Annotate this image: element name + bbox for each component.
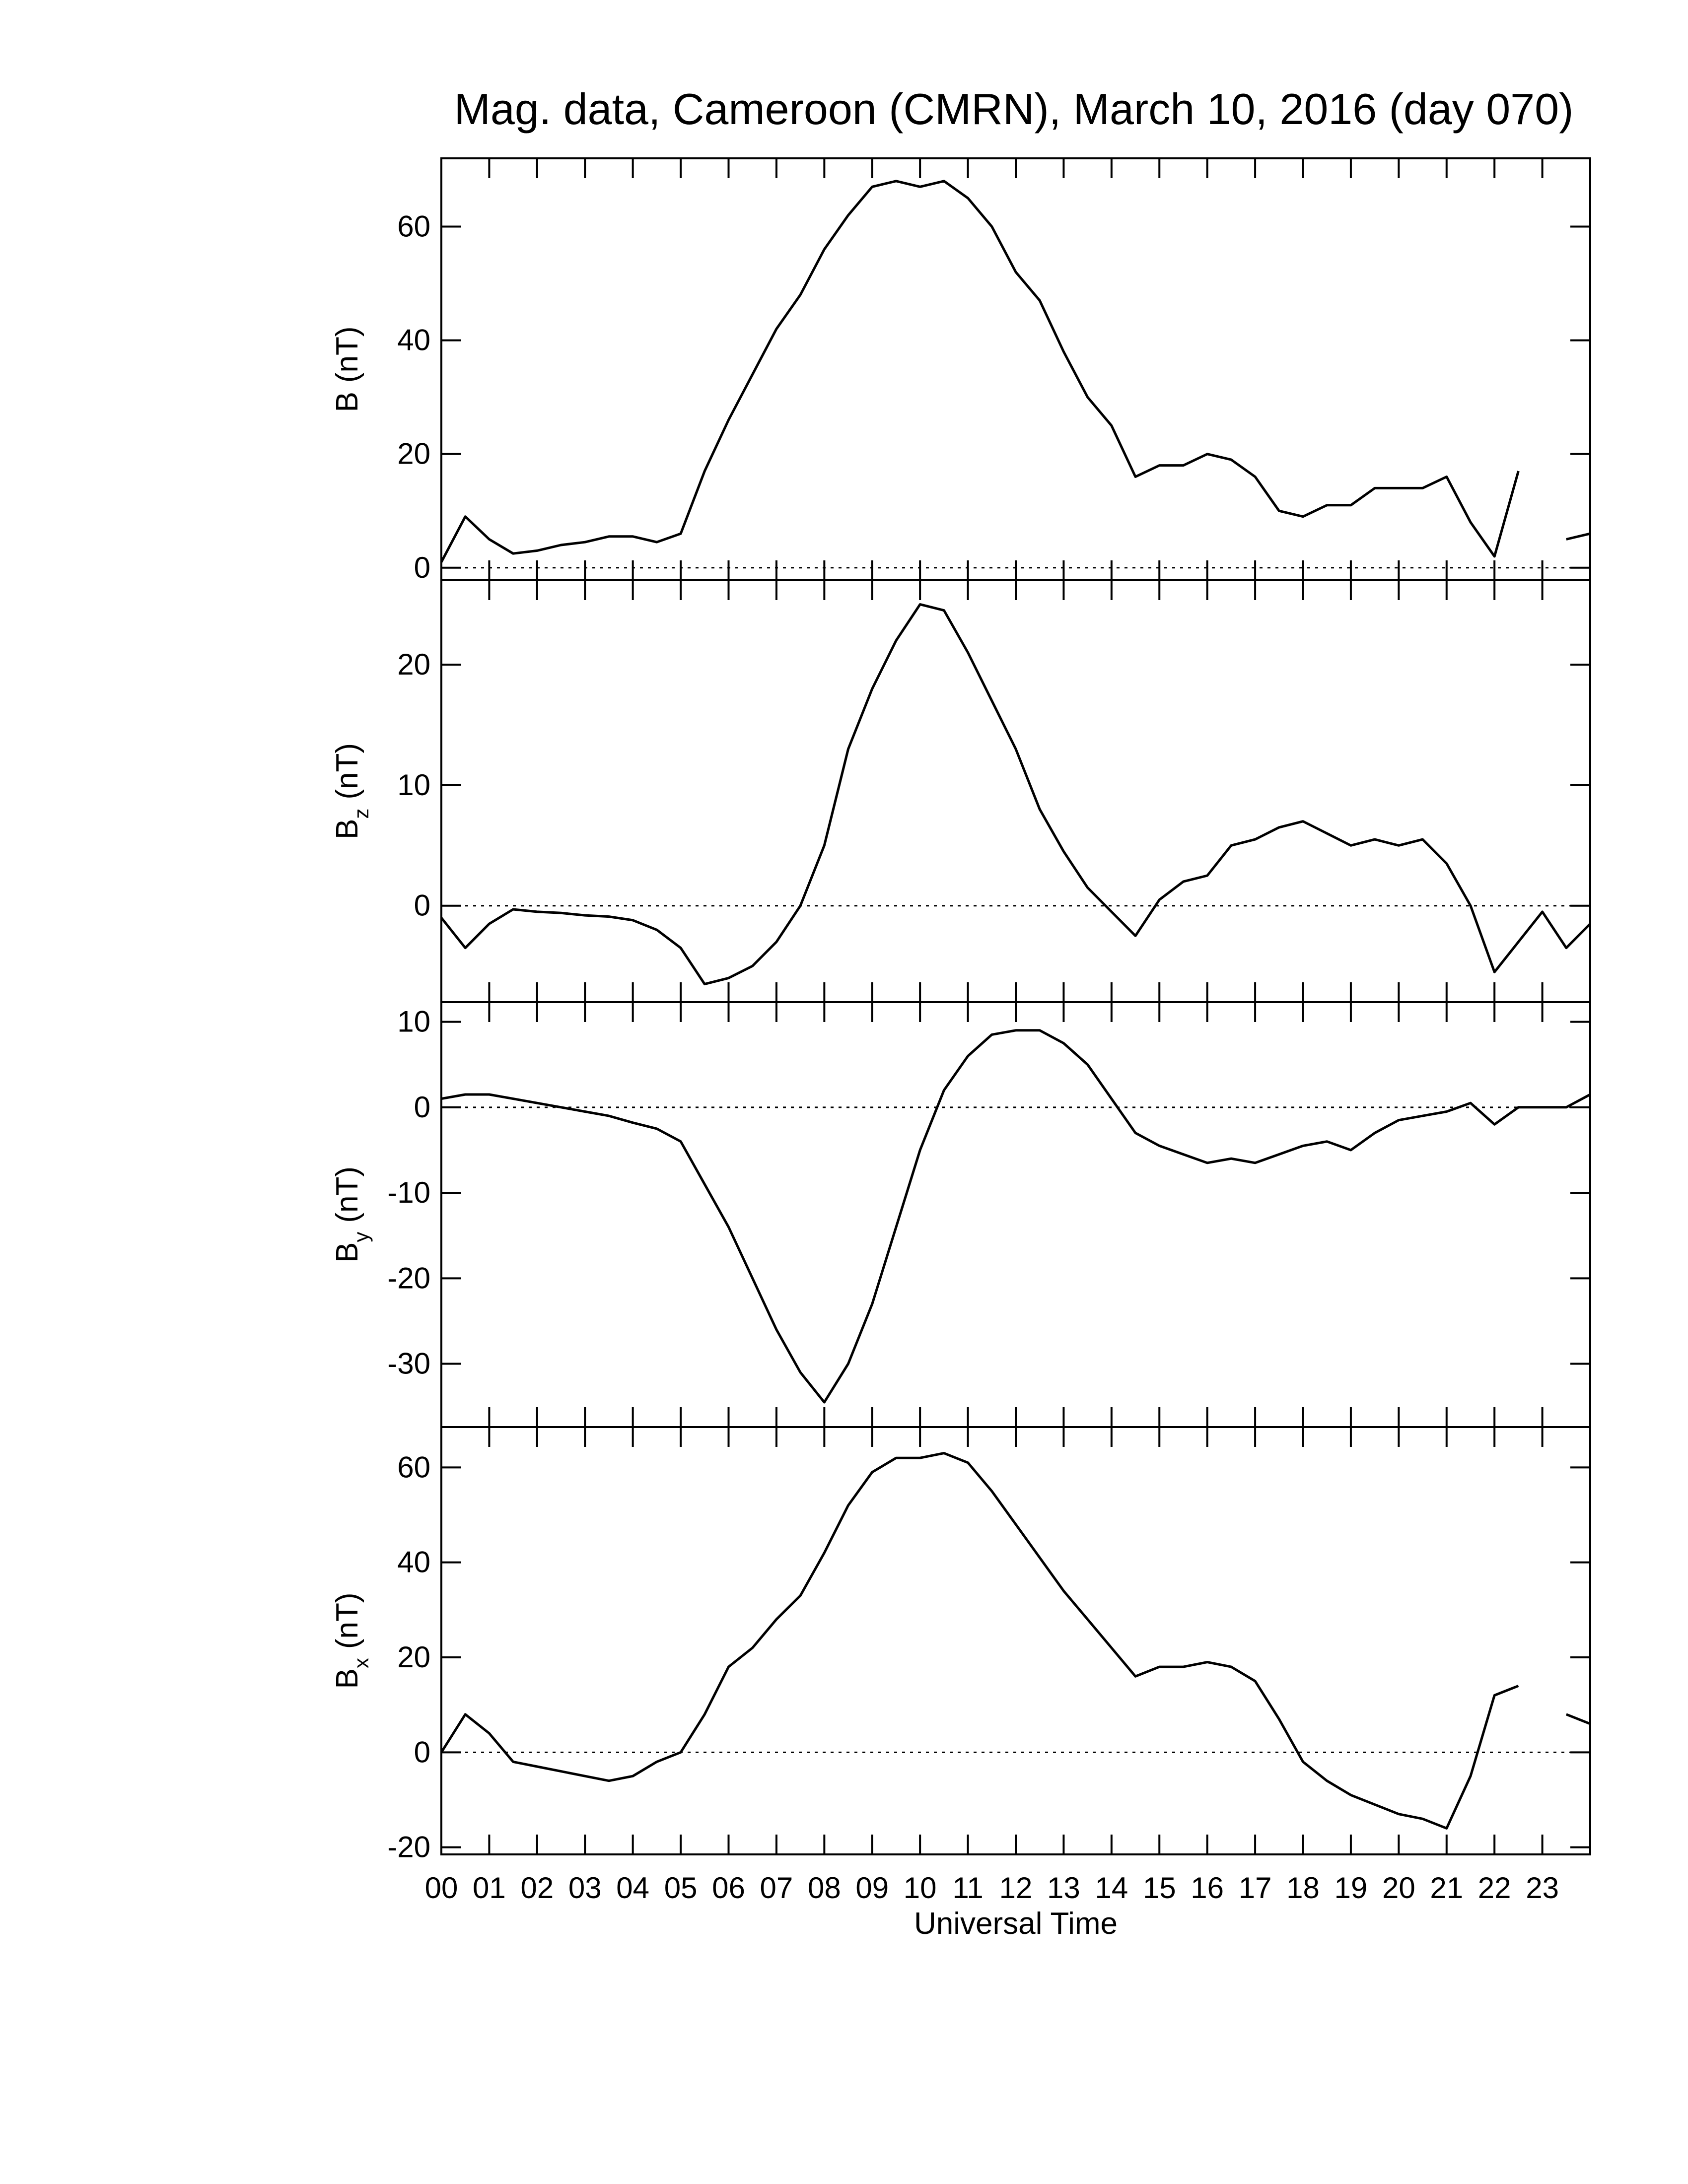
x-tick-label: 15 <box>1143 1871 1176 1905</box>
y-tick-label: 60 <box>397 209 430 243</box>
x-tick-label: 08 <box>808 1871 841 1905</box>
x-tick-label: 06 <box>712 1871 745 1905</box>
y-axis-label-unit: (nT) <box>330 326 364 383</box>
y-axis-label-unit: (nT) <box>330 743 364 800</box>
data-line <box>440 180 1591 563</box>
data-line <box>440 1452 1591 1830</box>
x-tick-label: 14 <box>1095 1871 1128 1905</box>
y-axis-label-unit: (nT) <box>330 1166 364 1223</box>
y-tick-label: 20 <box>397 1640 430 1674</box>
y-tick-label: -20 <box>387 1261 430 1295</box>
x-tick-label: 02 <box>520 1871 554 1905</box>
y-axis-label-subscript: z <box>350 809 373 819</box>
y-axis-label-subscript: y <box>350 1232 373 1242</box>
x-axis-label: Universal Time <box>914 1907 1118 1941</box>
y-tick-label: 20 <box>397 648 430 681</box>
y-tick-label: -10 <box>387 1176 430 1209</box>
y-tick-label: 10 <box>397 1005 430 1038</box>
x-tick-label: 22 <box>1478 1871 1511 1905</box>
x-tick-label: 12 <box>999 1871 1033 1905</box>
y-tick-label: 20 <box>397 437 430 471</box>
x-tick-label: 00 <box>425 1871 458 1905</box>
x-tick-label: 07 <box>760 1871 793 1905</box>
y-tick-label: 10 <box>397 768 430 802</box>
x-tick-label: 16 <box>1191 1871 1224 1905</box>
data-line <box>441 1029 1591 1404</box>
x-tick-label: 03 <box>568 1871 602 1905</box>
x-tick-label: 04 <box>616 1871 649 1905</box>
y-tick-label: -30 <box>387 1347 430 1380</box>
data-line <box>440 603 1591 986</box>
x-tick-label: 20 <box>1382 1871 1415 1905</box>
y-tick-label: 0 <box>414 1735 430 1769</box>
y-axis-label-symbol: B <box>330 1668 364 1689</box>
x-tick-label: 05 <box>664 1871 698 1905</box>
plot-frame <box>440 157 1591 581</box>
x-tick-label: 01 <box>473 1871 506 1905</box>
y-axis-label-unit: (nT) <box>330 1592 364 1649</box>
y-tick-label: 40 <box>397 1546 430 1579</box>
y-tick-label: 60 <box>397 1450 430 1484</box>
x-tick-label: 18 <box>1286 1871 1320 1905</box>
y-axis-label-symbol: B <box>330 392 364 412</box>
plot-frame <box>440 579 1591 1003</box>
x-tick-label: 23 <box>1526 1871 1559 1905</box>
x-tick-label: 17 <box>1239 1871 1272 1905</box>
y-axis-label: By (nT) <box>330 1166 373 1263</box>
y-tick-label: -20 <box>387 1831 430 1864</box>
y-axis-label-symbol: B <box>330 819 364 839</box>
y-tick-label: 0 <box>414 1091 430 1124</box>
x-tick-label: 19 <box>1335 1871 1368 1905</box>
x-tick-label: 13 <box>1047 1871 1080 1905</box>
x-tick-label: 21 <box>1430 1871 1463 1905</box>
y-axis-label-symbol: B <box>330 1242 364 1263</box>
y-axis-label: Bx (nT) <box>330 1592 373 1689</box>
y-axis-label-subscript: x <box>350 1658 373 1668</box>
y-tick-label: 0 <box>414 889 430 922</box>
y-axis-label: B (nT) <box>330 326 364 412</box>
x-tick-label: 09 <box>855 1871 889 1905</box>
plot-frame <box>440 1001 1591 1428</box>
x-tick-label: 11 <box>952 1871 983 1905</box>
y-tick-label: 0 <box>414 551 430 584</box>
chart-title: Mag. data, Cameroon (CMRN), March 10, 20… <box>454 84 1574 134</box>
x-tick-label: 10 <box>904 1871 937 1905</box>
y-tick-label: 40 <box>397 324 430 357</box>
plot-frame <box>440 1426 1591 1855</box>
y-axis-label: Bz (nT) <box>330 743 373 839</box>
